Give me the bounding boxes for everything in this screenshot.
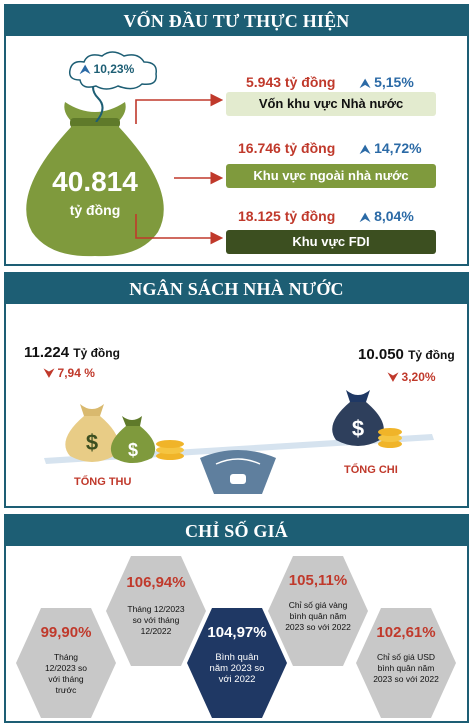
- hex-label: Tháng 12/2023 so với tháng trước: [44, 652, 88, 695]
- nonstate-growth: ⮝ 14,72%: [360, 140, 422, 157]
- growth-cloud: [68, 51, 157, 90]
- dollar-sign: $: [128, 440, 138, 460]
- pointer-arrows: [135, 93, 224, 245]
- hex-label: Bình quân năm 2023 so với 2022: [209, 652, 265, 685]
- state-growth-value: 5,15%: [374, 74, 414, 90]
- hex-pct: 99,90%: [40, 624, 92, 641]
- revenue-change: ⮟ 7,94 %: [44, 366, 95, 381]
- fdi-growth: ⮝ 8,04%: [360, 208, 414, 225]
- total-growth: ⮝ 10,23%: [80, 62, 134, 77]
- hex-month-vs-previous: 99,90% Tháng 12/2023 so với tháng trước: [16, 608, 116, 718]
- hex-label: Chỉ số giá vàng bình quân năm 2023 so vớ…: [285, 600, 351, 632]
- hex-pct: 102,61%: [376, 624, 436, 641]
- total-investment-unit: tỷ đồng: [69, 202, 121, 218]
- fdi-growth-value: 8,04%: [374, 208, 414, 224]
- total-investment-value: 40.814: [52, 166, 138, 197]
- hex-pct: 105,11%: [288, 572, 348, 589]
- hex-gold-index: 105,11% Chỉ số giá vàng bình quân năm 20…: [268, 556, 368, 666]
- hex-label: Tháng 12/2023 so với tháng 12/2022: [127, 604, 185, 636]
- expense-change: ⮟ 3,20%: [388, 370, 436, 385]
- hex-pct: 104,97%: [207, 624, 267, 641]
- nonstate-growth-value: 14,72%: [374, 140, 422, 156]
- revenue-change-value: 7,94 %: [57, 366, 95, 380]
- up-arrow-icon: ⮝: [80, 62, 91, 76]
- money-bag-icon: [26, 102, 164, 257]
- down-arrow-icon: ⮟: [388, 370, 399, 384]
- fdi-amount: 18.125 tỷ đồng: [238, 208, 336, 224]
- expense-label: TỔNG CHI: [344, 464, 398, 476]
- expense-change-value: 3,20%: [401, 370, 436, 384]
- price-index-title: CHỈ SỐ GIÁ: [6, 516, 467, 546]
- hex-annual-average: 104,97% Bình quân năm 2023 so với 2022: [187, 608, 287, 718]
- nonstate-bar: Khu vực ngoài nhà nước: [226, 164, 436, 188]
- revenue-unit: Tỷ đồng: [73, 346, 120, 360]
- expense-unit: Tỷ đồng: [408, 348, 455, 362]
- expense-number: 10.050: [358, 346, 404, 363]
- state-bar: Vốn khu vực Nhà nước: [226, 92, 436, 116]
- budget-panel: NGÂN SÁCH NHÀ NƯỚC 11.224 Tỷ đồng ⮟ 7,94…: [4, 272, 469, 508]
- revenue-value: 11.224 Tỷ đồng: [24, 344, 120, 361]
- expense-value: 10.050 Tỷ đồng: [358, 346, 455, 363]
- revenue-number: 11.224: [24, 344, 70, 361]
- fdi-bar: Khu vực FDI: [226, 230, 436, 254]
- down-arrow-icon: ⮟: [44, 366, 55, 380]
- revenue-bags-icon: $ $: [65, 404, 184, 463]
- state-amount: 5.943 tỷ đồng: [246, 74, 336, 90]
- up-arrow-icon: ⮝: [360, 210, 371, 224]
- dollar-sign: $: [352, 416, 364, 441]
- budget-title: NGÂN SÁCH NHÀ NƯỚC: [6, 274, 467, 304]
- state-growth: ⮝ 5,15%: [360, 74, 414, 91]
- investment-panel: VỐN ĐẦU TƯ THỰC HIỆN ⮝ 10,23% 40.814 tỷ …: [4, 4, 469, 266]
- hex-month-vs-year: 106,94% Tháng 12/2023 so với tháng 12/20…: [106, 556, 206, 666]
- hex-label: Chỉ số giá USD bình quân năm 2023 so với…: [373, 652, 439, 684]
- hex-pct: 106,94%: [126, 574, 186, 591]
- hex-usd-index: 102,61% Chỉ số giá USD bình quân năm 202…: [356, 608, 456, 718]
- dollar-sign: $: [86, 430, 98, 455]
- total-growth-value: 10,23%: [93, 62, 135, 76]
- expense-bag-icon: $: [332, 390, 402, 448]
- revenue-label: TỔNG THU: [74, 476, 132, 488]
- price-index-panel: CHỈ SỐ GIÁ 99,90% Tháng 12/2023 so với t…: [4, 514, 469, 723]
- up-arrow-icon: ⮝: [360, 76, 371, 90]
- up-arrow-icon: ⮝: [360, 142, 371, 156]
- nonstate-amount: 16.746 tỷ đồng: [238, 140, 336, 156]
- investment-title: VỐN ĐẦU TƯ THỰC HIỆN: [6, 6, 467, 36]
